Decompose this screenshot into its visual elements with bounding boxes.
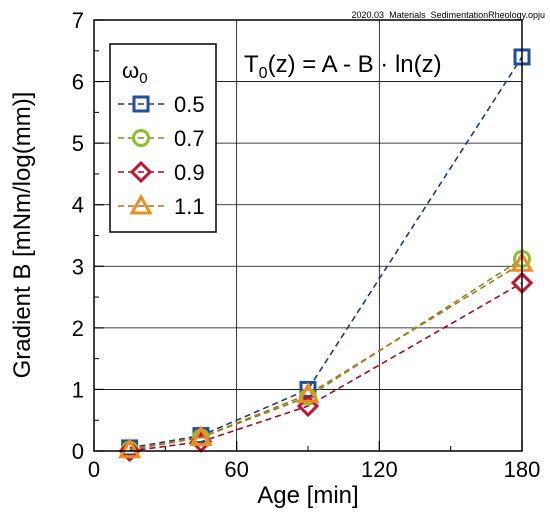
equation-label: T0(z) = A - B · ln(z) (244, 51, 442, 82)
x-tick-label: 60 (224, 457, 248, 482)
legend-item: 0.9 (118, 160, 205, 185)
y-tick-label: 4 (72, 193, 84, 218)
series-line (129, 258, 523, 451)
y-tick-label: 7 (72, 8, 84, 33)
ticks: 0 60 120 180 0 1 2 3 4 5 6 7 (72, 8, 541, 482)
series-square (129, 56, 523, 449)
series-markers-diamond (118, 271, 534, 463)
data-point (118, 439, 141, 463)
y-tick-label: 5 (72, 131, 84, 156)
y-tick-label: 3 (72, 254, 84, 279)
series-line (129, 262, 523, 451)
y-tick-label: 2 (72, 316, 84, 341)
legend-marker (132, 95, 150, 113)
legend-marker (129, 193, 153, 215)
legend-title-sub: 0 (139, 70, 147, 87)
svg-text:ω0: ω0 (122, 58, 148, 87)
series-diamond (129, 282, 523, 452)
legend-items: 0.5 0.7 0.9 1.1 (118, 92, 205, 219)
equation-sub: 0 (259, 65, 268, 82)
legend: ω0 0.5 0.7 0.9 1.1 (109, 43, 217, 233)
legend-label: 1.1 (174, 194, 205, 219)
series-line (129, 282, 523, 452)
equation-rest: (z) = A - B · ln(z) (268, 51, 442, 78)
legend-marker (132, 129, 150, 147)
legend-label: 0.9 (174, 160, 205, 185)
y-axis-label: Gradient B [mNm/log(mm)] (9, 92, 36, 379)
legend-title-main: ω (122, 58, 139, 83)
x-tick-label: 180 (504, 457, 541, 482)
series-triangle (129, 262, 523, 451)
legend-item: 0.7 (118, 126, 205, 151)
data-point (296, 382, 320, 403)
legend-label: 0.5 (174, 92, 205, 117)
equation-main: T (244, 51, 259, 78)
x-tick-label: 120 (361, 457, 398, 482)
y-tick-label: 1 (72, 377, 84, 402)
data-point (118, 437, 142, 459)
series-markers-circle (120, 249, 531, 459)
series-line (129, 56, 523, 449)
legend-label: 0.7 (174, 126, 205, 151)
legend-marker (129, 160, 153, 184)
x-tick-label: 0 (88, 457, 100, 482)
data-point (296, 394, 320, 418)
series-circle (129, 258, 523, 451)
x-axis-label: Age [min] (257, 482, 358, 509)
y-tick-label: 6 (72, 70, 84, 95)
svg-text:T0(z) = A - B · ln(z): T0(z) = A - B · ln(z) (244, 51, 442, 82)
legend-item: 0.5 (118, 92, 205, 117)
series-markers-triangle (118, 251, 534, 459)
y-tick-label: 0 (72, 439, 84, 464)
data-point (189, 425, 213, 446)
file-label: 2020.03_Materials_SedimentationRheology.… (352, 10, 545, 20)
legend-item: 1.1 (118, 193, 205, 219)
